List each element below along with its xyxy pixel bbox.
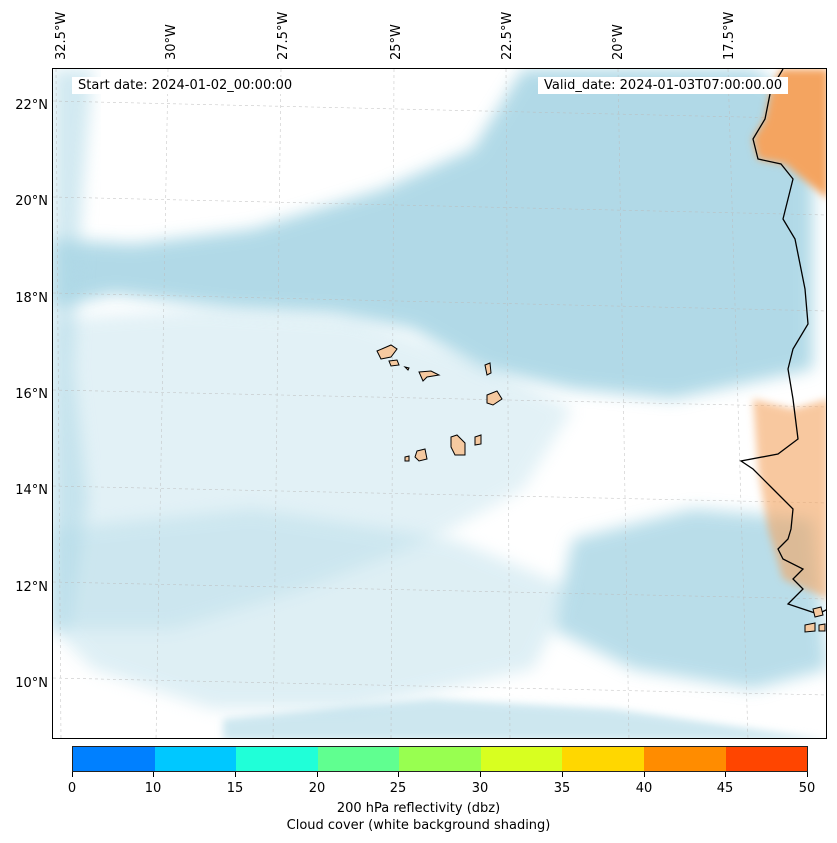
island-santo-antao bbox=[376, 344, 398, 360]
valid-date-label: Valid_date: 2024-01-03T07:00:00.00 bbox=[538, 77, 789, 94]
start-date-label: Start date: 2024-01-02_00:00:00 bbox=[72, 77, 299, 94]
colorbar-tick-label: 15 bbox=[226, 781, 244, 796]
colorbar-tick bbox=[72, 772, 73, 777]
island-santiago bbox=[450, 434, 466, 456]
island-sal bbox=[484, 362, 492, 376]
cloud-band-southeast bbox=[553, 509, 826, 689]
cloud-band-south bbox=[53, 509, 573, 709]
colorbar-tick bbox=[807, 772, 808, 777]
island-santa-luzia bbox=[403, 366, 410, 371]
colorbar-segment bbox=[73, 747, 155, 771]
meridian-line bbox=[155, 69, 169, 738]
colorbar-tick bbox=[725, 772, 726, 777]
colorbar-tick bbox=[644, 772, 645, 777]
reflectivity-south-coast bbox=[753, 399, 826, 599]
cloud-band-west bbox=[53, 69, 93, 629]
colorbar-tick-label: 0 bbox=[67, 781, 77, 796]
cape-verde-islands bbox=[376, 344, 503, 462]
island bbox=[818, 623, 826, 632]
cloud-band-bottom bbox=[223, 699, 815, 738]
colorbar-segment bbox=[562, 747, 644, 771]
latitude-label: 16°N bbox=[15, 387, 48, 402]
colorbar-tick bbox=[235, 772, 236, 777]
meridian-line bbox=[272, 69, 282, 738]
meridian-line bbox=[390, 69, 395, 738]
longitude-label: 17.5°W bbox=[722, 11, 737, 60]
island-sao-vicente bbox=[388, 359, 400, 367]
map-canvas bbox=[53, 69, 826, 738]
cloud-band-north bbox=[53, 69, 813, 399]
colorbar-tick bbox=[398, 772, 399, 777]
colorbar-tick-label: 50 bbox=[798, 781, 816, 796]
latitude-label: 10°N bbox=[15, 676, 48, 691]
map-panel[interactable] bbox=[52, 68, 827, 739]
bijagos-islands bbox=[804, 606, 826, 633]
colorbar-tick bbox=[153, 772, 154, 777]
island-sao-nicolau bbox=[418, 370, 441, 382]
colorbar-segment bbox=[725, 747, 808, 771]
colorbar-tick-label: 35 bbox=[553, 781, 571, 796]
colorbar-tick-label: 20 bbox=[308, 781, 326, 796]
colorbar-tick-label: 40 bbox=[635, 781, 653, 796]
colorbar-segment bbox=[154, 747, 237, 771]
island bbox=[812, 606, 824, 618]
colorbar-subtitle: Cloud cover (white background shading) bbox=[286, 818, 551, 833]
latitude-label: 20°N bbox=[15, 194, 48, 209]
latitude-label: 14°N bbox=[15, 483, 48, 498]
longitude-label: 22.5°W bbox=[500, 11, 515, 60]
longitude-label: 30°W bbox=[164, 24, 179, 60]
colorbar-segment bbox=[317, 747, 400, 771]
cloud-cover-layer bbox=[53, 69, 826, 738]
meridian-line bbox=[727, 69, 749, 738]
longitude-label: 25°W bbox=[389, 24, 404, 60]
island-fogo bbox=[414, 448, 428, 462]
longitude-label: 27.5°W bbox=[276, 11, 291, 60]
colorbar-segment bbox=[643, 747, 726, 771]
colorbar bbox=[72, 746, 808, 772]
coastline bbox=[739, 69, 826, 615]
colorbar-tick-label: 10 bbox=[144, 781, 162, 796]
colorbar-tick bbox=[480, 772, 481, 777]
longitude-label: 20°W bbox=[611, 24, 626, 60]
colorbar-tick-label: 30 bbox=[471, 781, 489, 796]
longitude-label: 32.5°W bbox=[54, 11, 69, 60]
africa-coast bbox=[739, 69, 826, 615]
colorbar-segment bbox=[236, 747, 318, 771]
island-maio bbox=[474, 434, 482, 446]
reflectivity-north-coast bbox=[753, 69, 826, 198]
island-brava bbox=[404, 455, 410, 462]
colorbar-tick bbox=[562, 772, 563, 777]
meridian-line bbox=[55, 69, 62, 738]
island bbox=[804, 622, 816, 633]
latitude-label: 12°N bbox=[15, 580, 48, 595]
meridian-line bbox=[617, 69, 630, 738]
latitude-label: 18°N bbox=[15, 291, 48, 306]
latitude-label: 22°N bbox=[15, 98, 48, 113]
island-boa-vista bbox=[486, 390, 503, 406]
colorbar-tick-label: 45 bbox=[716, 781, 734, 796]
graticule bbox=[53, 69, 826, 738]
colorbar-tick-label: 25 bbox=[389, 781, 407, 796]
meridian-line bbox=[505, 69, 511, 738]
colorbar-title: 200 hPa reflectivity (dbz) bbox=[336, 801, 501, 816]
colorbar-tick bbox=[317, 772, 318, 777]
colorbar-segment bbox=[399, 747, 481, 771]
colorbar-segment bbox=[480, 747, 563, 771]
